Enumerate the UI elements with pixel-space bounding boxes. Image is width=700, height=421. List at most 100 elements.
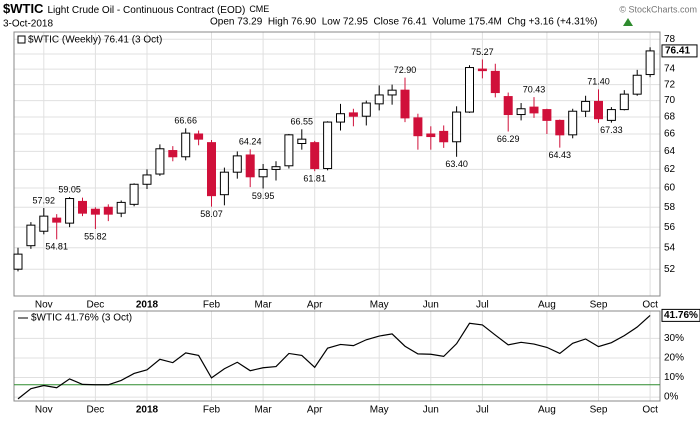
x-tick-label: Feb: [203, 300, 221, 311]
candle-body: [52, 217, 62, 223]
candle-body: [581, 100, 591, 112]
low-label: 66.29: [497, 134, 520, 144]
candle-body: [13, 253, 23, 270]
x-tick-label: Oct: [642, 300, 658, 311]
candle-body: [26, 224, 36, 247]
candle-body: [568, 110, 578, 136]
y-tick-label: 78: [664, 34, 676, 45]
candle-body: [619, 93, 629, 111]
y-tick-label: 58: [664, 202, 676, 213]
x-tick-label: May: [370, 405, 389, 416]
candle-body: [155, 148, 165, 175]
legend-swatch: [17, 35, 26, 44]
candle-body: [361, 102, 371, 117]
low-label: 58.07: [200, 209, 223, 219]
last-value: 76.41: [665, 46, 690, 57]
y-tick-label: 52: [664, 264, 676, 275]
x-tick-label: Nov: [35, 300, 53, 311]
x-tick-label: Sep: [590, 405, 608, 416]
candle-body: [207, 142, 216, 197]
x-tick-label: 2018: [136, 405, 159, 416]
last-box: [661, 308, 700, 322]
y-tick-label: 68: [664, 112, 676, 123]
x-tick-label: Apr: [307, 300, 323, 311]
y-tick-label: 54: [664, 242, 676, 253]
candle-body: [258, 168, 268, 178]
low-label: 61.81: [303, 174, 326, 184]
high-label: 72.90: [394, 65, 417, 75]
legend: $WTIC (Weekly) 76.41 (3 Oct): [28, 35, 162, 46]
candle-body: [78, 200, 87, 214]
candle-body: [168, 150, 178, 158]
candle-body: [555, 119, 565, 136]
price-panel: [13, 31, 661, 297]
y-tick-label: 10%: [664, 372, 684, 383]
x-tick-label: Jun: [423, 405, 439, 416]
x-tick-label: Aug: [538, 300, 556, 311]
candle-body: [103, 206, 113, 215]
x-tick-label: Dec: [87, 405, 105, 416]
candle-body: [645, 50, 655, 76]
x-tick-label: Dec: [87, 300, 105, 311]
candle-body: [142, 174, 152, 185]
high-label: 57.92: [33, 195, 56, 205]
candle-body: [65, 198, 75, 224]
candle-body: [129, 183, 139, 205]
candle-body: [452, 111, 462, 143]
candle-body: [374, 94, 384, 105]
candle-body: [465, 67, 474, 113]
candle-body: [400, 89, 410, 119]
candle-body: [271, 166, 281, 170]
candle-body: [413, 117, 423, 137]
candle-body: [632, 74, 642, 95]
high-label: 66.66: [174, 116, 197, 126]
y-tick-label: 70: [664, 95, 676, 106]
header-quote: Open 73.29 High 76.90 Low 72.95 Close 76…: [210, 17, 597, 28]
x-tick-label: May: [370, 300, 389, 311]
last-box: [661, 44, 698, 58]
candle-body: [232, 155, 242, 173]
candle-body: [181, 132, 191, 158]
candle-body: [90, 208, 100, 215]
x-tick-label: Jul: [476, 405, 489, 416]
exchange: CME: [249, 4, 269, 14]
x-tick-label: Apr: [307, 405, 323, 416]
candle-body: [490, 70, 500, 94]
x-tick-label: Jun: [423, 300, 439, 311]
x-tick-label: Jul: [476, 300, 489, 311]
y-tick-label: 20%: [664, 353, 684, 364]
candle-body: [503, 96, 513, 116]
high-label: 75.27: [471, 47, 494, 57]
x-tick-label: Oct: [642, 405, 658, 416]
x-tick-label: 2018: [136, 300, 159, 311]
x-tick-label: Sep: [590, 300, 608, 311]
candle-body: [477, 68, 487, 72]
header-title: $WTIC Light Crude Oil - Continuous Contra…: [3, 1, 269, 16]
last-value: 41.76%: [664, 310, 698, 321]
x-tick-label: Mar: [254, 300, 272, 311]
y-tick-label: 0%: [664, 392, 679, 403]
candle-body: [39, 215, 49, 232]
low-label: 54.81: [45, 242, 68, 252]
high-label: 71.40: [587, 77, 610, 87]
candle-body: [426, 133, 436, 138]
candle-body: [297, 138, 307, 145]
x-tick-label: Nov: [35, 405, 53, 416]
high-label: 66.55: [291, 117, 314, 127]
perf-panel: [13, 310, 661, 402]
candle-body: [606, 109, 616, 121]
candle-body: [194, 133, 204, 140]
y-tick-label: 64: [664, 146, 676, 157]
x-tick-label: Aug: [538, 405, 556, 416]
y-tick-label: 72: [664, 79, 676, 90]
candle-body: [439, 130, 449, 143]
candle-body: [387, 89, 397, 96]
candle-body: [310, 142, 320, 170]
header-date: 3-Oct-2018: [3, 19, 53, 30]
performance-line: [17, 314, 651, 400]
y-tick-label: 60: [664, 183, 676, 194]
copyright: © StockCharts.com: [619, 4, 697, 14]
candle-body: [529, 106, 539, 114]
candle-body: [516, 108, 526, 116]
